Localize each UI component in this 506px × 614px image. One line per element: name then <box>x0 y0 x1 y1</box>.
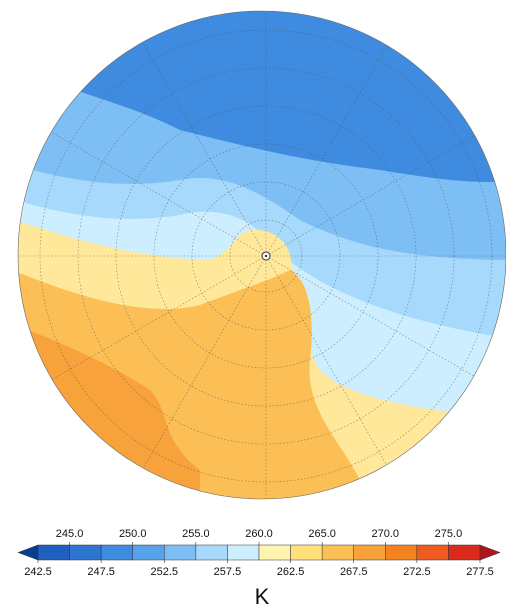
meridian <box>95 11 267 257</box>
graticule <box>18 11 506 499</box>
colorbar-end <box>17 544 39 561</box>
colorbar-label: 262.5 <box>277 566 305 578</box>
colorbar-label: 260.0 <box>245 528 273 540</box>
colorbar-label: 242.5 <box>24 566 52 578</box>
meridian <box>18 255 267 427</box>
pole-dot <box>264 254 268 258</box>
colorbar-label: 247.5 <box>87 566 115 578</box>
colorbar-segment <box>164 544 197 561</box>
meridian <box>265 255 506 427</box>
latitude-circle <box>39 29 493 483</box>
colorbar-segment <box>321 544 354 561</box>
colorbar-label: 255.0 <box>182 528 210 540</box>
colorbar-segment <box>448 544 481 561</box>
meridian <box>95 255 267 499</box>
meridian <box>18 85 267 257</box>
colorbar-label: 265.0 <box>308 528 336 540</box>
colorbar-label: 267.5 <box>340 566 368 578</box>
colorbar-segment <box>385 544 418 561</box>
colorbar-label: 275.0 <box>435 528 463 540</box>
colorbar-segment <box>353 544 386 561</box>
colorbar-segment <box>37 544 70 561</box>
colorbar-label: 257.5 <box>214 566 242 578</box>
colorbar-segment <box>69 544 102 561</box>
colorbar-segment <box>227 544 260 561</box>
latitude-circle <box>77 67 455 445</box>
field-region <box>18 265 360 499</box>
colorbar-segment <box>258 544 291 561</box>
colorbar-label: 250.0 <box>119 528 147 540</box>
map-border <box>17 10 506 500</box>
colorbar-label: 252.5 <box>151 566 179 578</box>
colorbar-label: 270.0 <box>372 528 400 540</box>
colorbar-end <box>479 544 501 561</box>
colorbar-segment <box>290 544 323 561</box>
colorbar-segment <box>416 544 449 561</box>
colorbar-label: 272.5 <box>403 566 431 578</box>
colorbar-label: 277.5 <box>466 566 494 578</box>
colorbar-segment <box>100 544 133 561</box>
colorbar-segment <box>132 544 165 561</box>
colorbar-label: 245.0 <box>56 528 84 540</box>
meridian <box>265 85 506 257</box>
meridian <box>265 11 437 257</box>
meridian <box>265 255 437 499</box>
latitude-circle <box>115 105 417 407</box>
colorbar-unit: K <box>255 584 270 609</box>
colorbar: 242.5 247.5 252.5 257.5 262.5 267.5 272.5 277.5… <box>17 528 501 578</box>
colorbar-segment <box>195 544 228 561</box>
